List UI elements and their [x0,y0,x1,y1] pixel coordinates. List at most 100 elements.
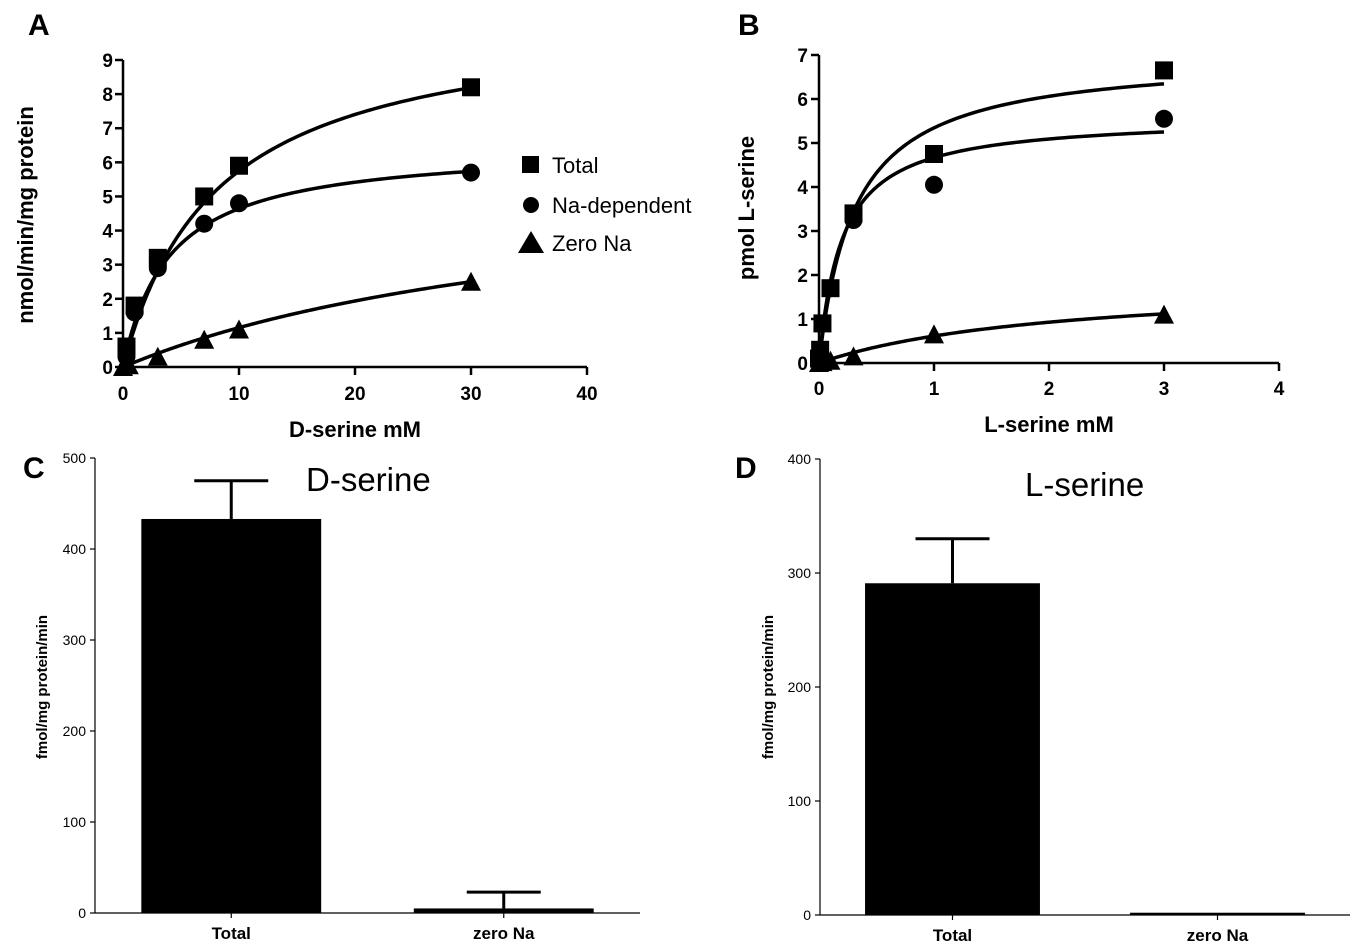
y-tick-label: 8 [102,85,113,106]
x-tick-label: 0 [118,384,129,405]
panel-d-y-axis-label: fmol/mg protein/min [760,615,777,759]
panel-b-y-axis-label: pmol L-serine [734,136,759,280]
panel-c-label: C [23,452,45,485]
data-point-square [813,314,832,333]
panel-a-ticks: 0 10 20 30 40 0 1 2 3 4 5 6 7 8 9 [102,51,597,405]
fit-curve-triangle [121,279,472,369]
data-point-triangle [461,271,481,291]
category-label: zero Na [473,924,535,943]
data-point-circle [230,194,248,213]
data-point-triangle [229,319,249,339]
panel-a-x-axis-label: D-serine mM [289,417,421,442]
data-point-circle [821,279,840,298]
y-tick-label: 3 [102,256,113,277]
panel-b-fit-curves [817,82,1165,365]
y-tick-label: 400 [788,451,812,467]
panel-a-data-points [113,78,481,376]
y-tick-label: 0 [102,358,113,379]
legend-circle-marker [523,197,539,213]
legend-entry-total: Total [552,153,598,178]
y-tick-label: 9 [102,51,113,72]
y-tick-label: 4 [102,222,113,243]
data-point-circle [195,214,214,233]
legend-square-marker [522,156,539,173]
y-tick-label: 100 [63,814,87,830]
x-tick-label: 2 [1044,379,1055,400]
x-tick-label: 30 [460,384,481,405]
data-point-triangle [843,346,864,366]
category-label: zero Na [1187,926,1249,945]
data-point-circle [125,303,144,322]
panel-a-label: A [28,9,50,42]
fit-curve-triangle [818,312,1165,365]
panel-b-data-points [809,61,1174,372]
y-tick-label: 1 [102,324,113,345]
y-tick-label: 200 [788,679,812,695]
y-tick-label: 2 [102,290,113,311]
data-point-triangle [820,350,841,370]
y-tick-label: 1 [797,310,808,331]
data-point-triangle [194,329,215,349]
data-point-square [195,187,214,206]
data-point-circle [844,211,863,229]
data-point-square [230,156,248,175]
y-tick-label: 200 [63,723,87,739]
y-tick-label: 4 [797,178,808,199]
y-tick-label: 5 [102,187,113,208]
y-tick-label: 6 [797,90,808,111]
x-tick-label: 1 [929,379,940,400]
y-tick-label: 7 [102,119,113,140]
x-tick-label: 4 [1274,379,1285,400]
panel-c-chart: C D-serine fmol/mg protein/min 0 100 200 30… [23,450,640,943]
data-point-triangle [118,355,139,375]
bar [413,908,594,913]
x-tick-label: 20 [344,384,365,405]
bar [1130,912,1305,915]
panel-a-chart: A D-serine mM nmol/min/mg protein 0 10 20 3… [13,9,691,442]
y-tick-label: 3 [797,222,808,243]
y-tick-label: 300 [63,632,87,648]
category-label: Total [212,924,251,943]
panel-d-bars [865,537,1305,915]
legend-entry-zero-na: Zero Na [552,231,632,256]
data-point-triangle [1154,304,1174,324]
panel-d-title: L-serine [1025,466,1144,503]
x-tick-label: 3 [1159,379,1170,400]
bar [141,518,322,913]
panel-d-chart: D L-serine fmol/mg protein/min 0 100 200 30… [735,451,1350,945]
bar [865,583,1040,915]
data-point-square [925,145,943,163]
y-tick-label: 300 [788,565,812,581]
fit-curve-circle [121,169,472,368]
y-tick-label: 5 [797,134,808,155]
y-tick-label: 400 [63,541,87,557]
panel-a-y-axis-label: nmol/min/mg protein [13,106,38,324]
legend: Total Na-dependent Zero Na [518,153,691,256]
panel-b-x-axis-label: L-serine mM [984,412,1114,437]
panel-b-chart: B L-serine mM pmol L-serine 0 1 2 3 4 0 1 2 3 4 5 6… [734,9,1285,437]
y-tick-label: 6 [102,153,113,174]
data-point-triangle [147,346,168,366]
panel-c-bars [141,479,594,913]
y-tick-label: 0 [803,907,811,923]
x-tick-label: 0 [814,379,825,400]
y-tick-label: 2 [797,266,808,287]
data-point-circle [462,163,480,182]
y-tick-label: 100 [788,793,812,809]
category-label: Total [933,926,972,945]
fit-curve-square [121,85,472,368]
data-point-circle [925,175,943,194]
panel-d-label: D [735,452,757,485]
data-point-circle [148,259,167,278]
y-tick-label: 500 [63,450,87,466]
data-point-circle [1155,109,1173,128]
data-point-square [1155,61,1173,80]
x-tick-label: 40 [576,384,597,405]
y-tick-label: 7 [797,46,808,67]
panel-c-title: D-serine [306,461,431,498]
legend-entry-na-dependent: Na-dependent [552,193,691,218]
x-tick-label: 10 [228,384,249,405]
y-tick-label: 0 [78,905,86,921]
data-point-square [462,78,480,97]
